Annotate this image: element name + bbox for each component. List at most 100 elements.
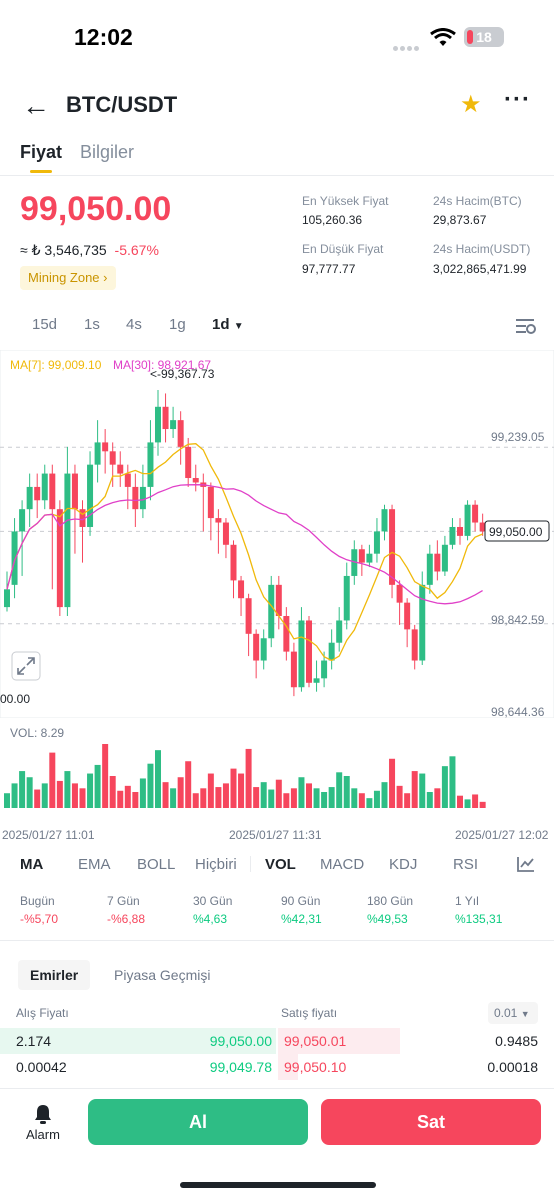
candle-body — [321, 660, 328, 679]
volume-bar — [479, 801, 486, 808]
mining-zone-button[interactable]: Mining Zone › — [20, 266, 116, 290]
local-price: ≈ ₺ 3,546,735 — [20, 242, 107, 258]
timeframe-4s[interactable]: 4s — [126, 316, 142, 333]
bid-depth-bar — [0, 1028, 276, 1054]
high-marker: <-99,367.73 — [150, 367, 215, 381]
perf-value: -%5,70 — [20, 912, 59, 926]
candle-body — [109, 451, 116, 465]
indicator-none[interactable]: Hiçbiri — [195, 856, 237, 873]
candle-body — [64, 473, 71, 608]
timeframe-1d[interactable]: 1d ▼ — [212, 316, 244, 333]
volume-bar — [41, 783, 48, 808]
indicator-vol[interactable]: VOL — [265, 856, 296, 873]
timeframe-1s[interactable]: 1s — [84, 316, 100, 333]
perf-label: 180 Gün — [367, 894, 414, 908]
volume-bar — [419, 773, 426, 808]
sell-price-header: Satış fiyatı — [281, 1006, 338, 1020]
bell-icon[interactable] — [33, 1103, 53, 1125]
tab-fiyat[interactable]: Fiyat — [20, 142, 63, 173]
tab-emirler[interactable]: Emirler — [18, 960, 91, 990]
candle-body — [268, 584, 275, 639]
volume-bar — [155, 750, 161, 808]
candle-body — [358, 549, 365, 563]
volume-bar — [253, 787, 260, 808]
more-menu-icon[interactable]: ··· — [504, 86, 531, 113]
ask-price: 99,050.01 — [284, 1033, 347, 1049]
volume-bar — [87, 773, 94, 808]
candle-body — [283, 616, 290, 652]
candle-body — [389, 509, 396, 585]
candle-body — [124, 473, 131, 487]
candle-body — [351, 549, 358, 576]
indicator-ema[interactable]: EMA — [78, 856, 111, 873]
volume-bar — [389, 758, 396, 808]
candle-body — [275, 584, 282, 617]
candlestick-chart[interactable]: MA[7]: 99,009.10 MA[30]: 98,921.67 <-99,… — [0, 350, 554, 850]
volume-bar — [185, 761, 192, 808]
candle-body — [41, 473, 48, 501]
indicator-rsi[interactable]: RSI — [453, 856, 479, 873]
volume-bar — [132, 792, 139, 808]
favorite-star-icon[interactable]: ★ — [460, 91, 482, 118]
volume-bar — [457, 795, 463, 808]
alarm-label[interactable]: Alarm — [26, 1127, 60, 1142]
precision-value: 0.01 — [494, 1006, 518, 1020]
indicator-boll[interactable]: BOLL — [137, 856, 176, 873]
volume-bar — [351, 788, 358, 808]
chart-settings-icon[interactable] — [514, 316, 538, 336]
candle-body — [419, 584, 426, 661]
candle-body — [457, 526, 463, 536]
volume-bar — [124, 785, 131, 808]
volume-bar — [34, 789, 41, 808]
tab-piyasa-gecmisi[interactable]: Piyasa Geçmişi — [114, 967, 211, 983]
candle-body — [71, 473, 78, 510]
perf-label: 7 Gün — [107, 894, 140, 908]
tab-bilgiler[interactable]: Bilgiler — [80, 142, 135, 162]
candle-body — [343, 575, 350, 621]
caret-down-icon: ▼ — [520, 1009, 530, 1019]
volume-bar — [49, 752, 56, 808]
ma30-label: MA[30]: 98,921.67 — [113, 358, 211, 372]
caret-down-icon: ▼ — [233, 321, 244, 332]
precision-select[interactable]: 0.01 ▼ — [488, 1002, 538, 1024]
indicator-settings-icon[interactable] — [516, 855, 536, 873]
candle-body — [298, 620, 305, 688]
perf-value: %4,63 — [193, 912, 228, 926]
volume-bar — [464, 799, 471, 808]
timeframe-15d[interactable]: 15d — [32, 316, 58, 333]
indicator-kdj[interactable]: KDJ — [389, 856, 418, 873]
page-tabs: Fiyat Bilgiler — [0, 140, 554, 176]
bid-qty: 0.00042 — [16, 1059, 67, 1075]
candle-body — [306, 620, 312, 683]
volume-bar — [321, 792, 328, 808]
candle-body — [87, 464, 94, 527]
high-value: 105,260.36 — [302, 213, 363, 227]
volume-bar — [109, 776, 116, 808]
candle-body — [49, 473, 56, 510]
candle-body — [396, 584, 403, 603]
candle-body — [238, 580, 245, 599]
volume-bar — [230, 768, 237, 808]
perf-label: Bugün — [20, 894, 55, 908]
expand-icon[interactable] — [11, 651, 41, 681]
candle-body — [19, 509, 26, 532]
indicator-macd[interactable]: MACD — [320, 856, 365, 873]
candle-body — [215, 518, 222, 523]
volume-bar — [343, 776, 350, 808]
ask-qty: 0.9485 — [495, 1033, 538, 1049]
timeframe-1g[interactable]: 1g — [169, 316, 186, 333]
candle-body — [441, 544, 448, 572]
buy-button[interactable]: Al — [88, 1099, 308, 1145]
ask-price: 99,050.10 — [284, 1059, 347, 1075]
price-pane-border — [0, 350, 554, 719]
back-arrow-icon[interactable]: ← — [22, 90, 50, 121]
indicator-ma[interactable]: MA — [20, 856, 44, 873]
perf-label: 90 Gün — [281, 894, 321, 908]
candle-body — [132, 486, 139, 510]
volume-bar — [19, 771, 26, 808]
candle-body — [94, 442, 101, 465]
sell-button[interactable]: Sat — [321, 1099, 541, 1145]
candle-body — [328, 642, 335, 661]
volume-bar — [290, 788, 297, 808]
candle-body — [177, 420, 184, 447]
